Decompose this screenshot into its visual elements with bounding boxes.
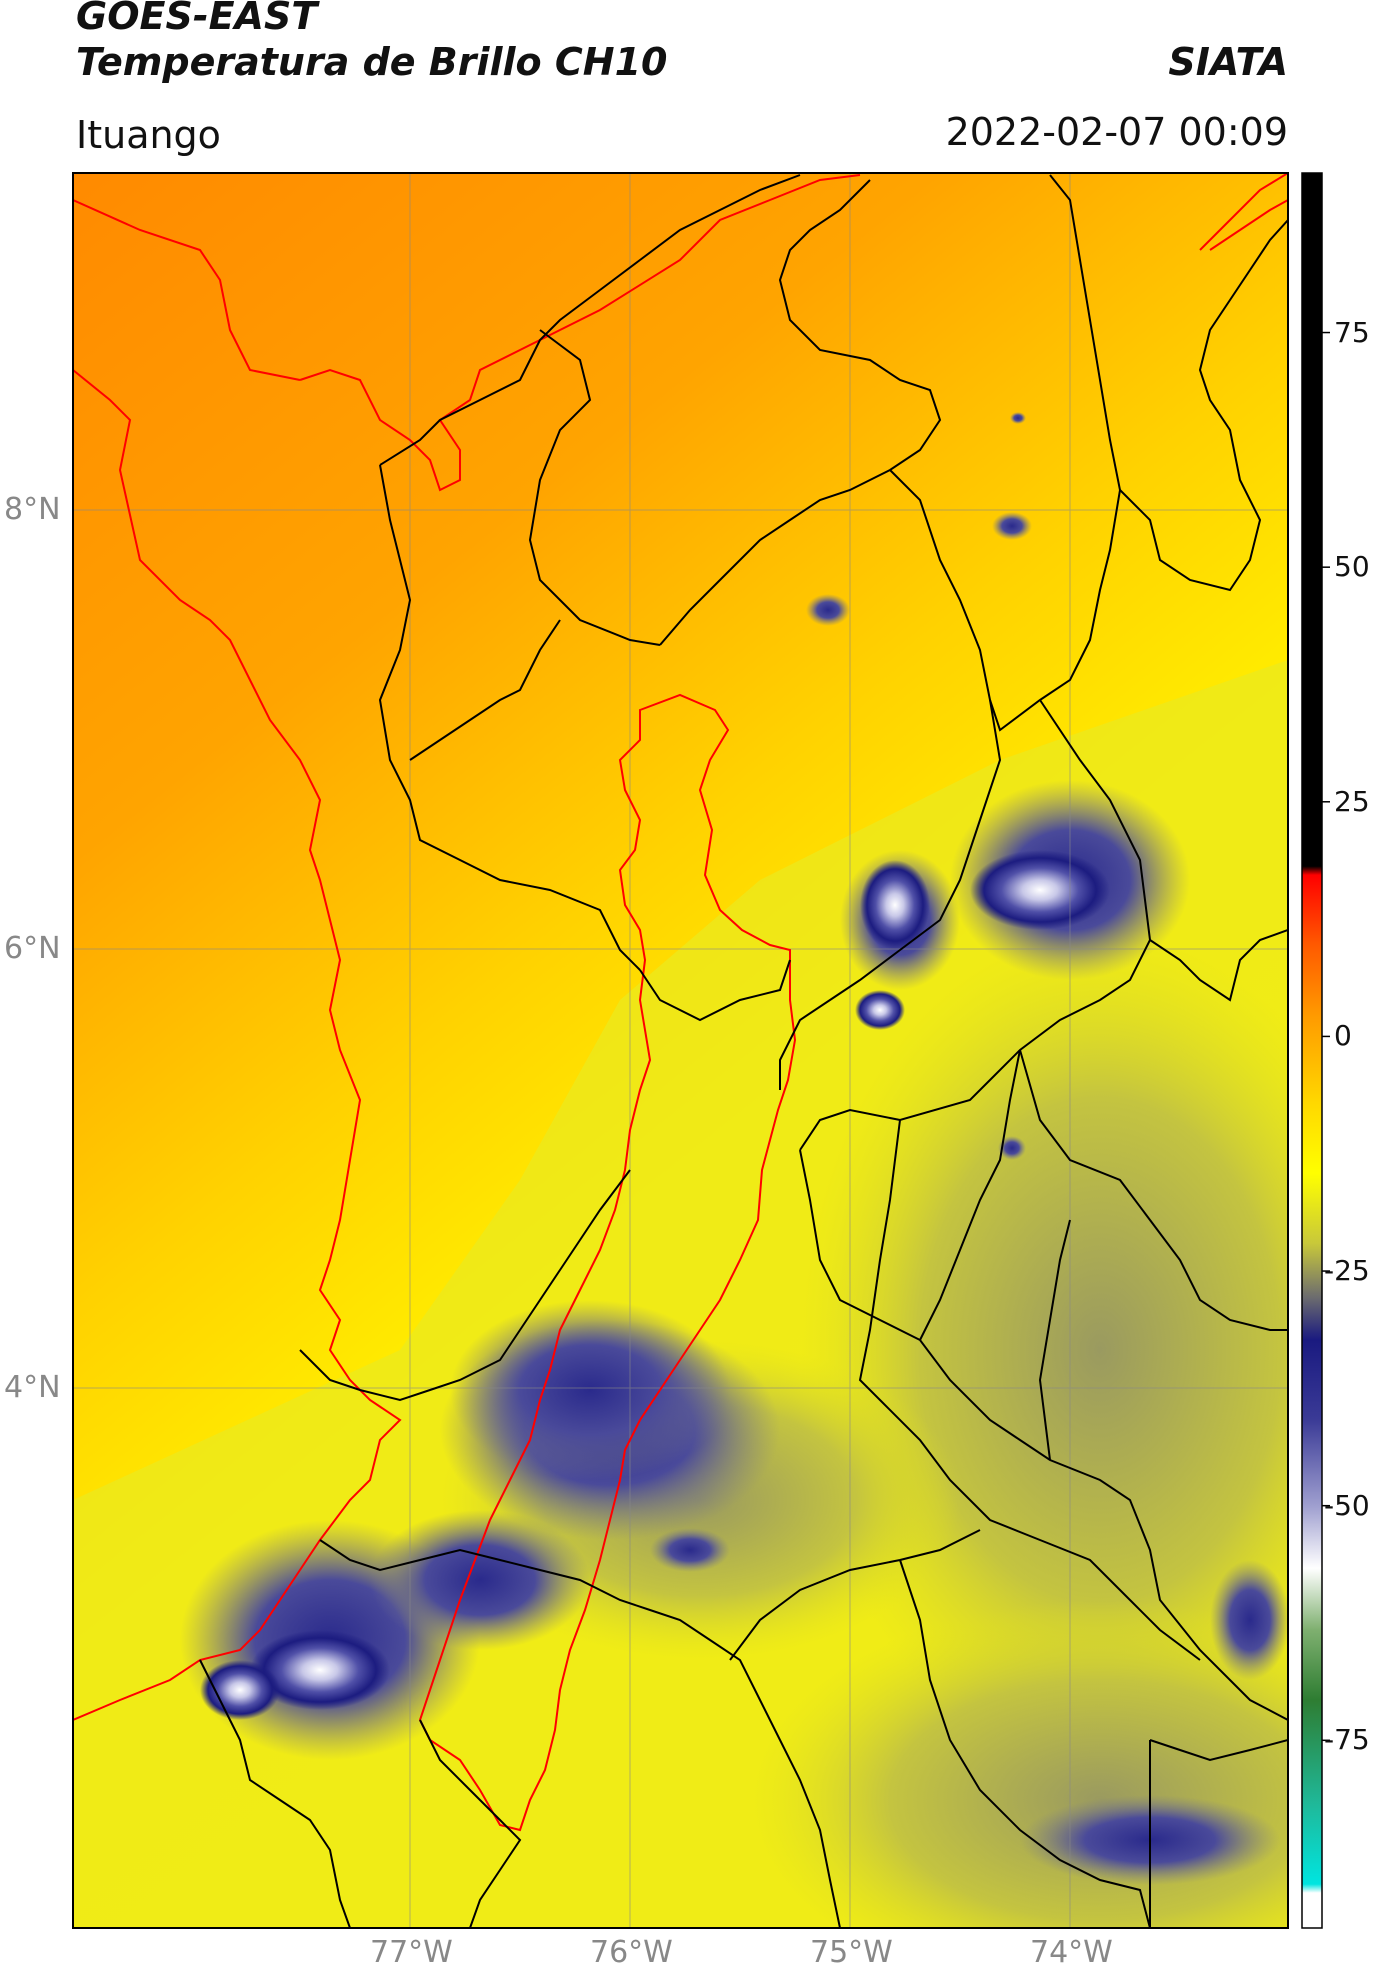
gridlines bbox=[73, 173, 1288, 1928]
basin-outline bbox=[418, 693, 797, 1832]
colorbar-tick-75: 75 bbox=[1334, 315, 1370, 349]
lon-tick-74w: 74°W bbox=[1030, 1935, 1113, 1970]
colorbar-tick-minus25: -25 bbox=[1324, 1254, 1370, 1288]
colorbar-tick-25: 25 bbox=[1334, 784, 1370, 818]
coastline bbox=[73, 173, 1288, 1721]
colorbar-tick-50: 50 bbox=[1334, 550, 1370, 584]
organization-label: SIATA bbox=[1168, 40, 1288, 84]
lon-tick-76w: 76°W bbox=[590, 1935, 673, 1970]
department-borders bbox=[199, 174, 1288, 1928]
colorbar-tick-minus50: -50 bbox=[1324, 1488, 1370, 1522]
location-label: Ituango bbox=[76, 113, 221, 157]
lon-tick-75w: 75°W bbox=[810, 1935, 893, 1970]
brightness-temperature-field bbox=[73, 173, 1288, 1928]
map-frame bbox=[72, 172, 1289, 1929]
title-line-2: Temperatura de Brillo CH10 bbox=[76, 40, 668, 84]
title-line-1: GOES-EAST bbox=[76, 0, 318, 38]
lat-tick-8n: 8°N bbox=[4, 492, 61, 527]
colorbar-tick-0: 0 bbox=[1334, 1019, 1352, 1053]
lat-tick-4n: 4°N bbox=[4, 1370, 61, 1405]
timestamp-label: 2022-02-07 00:09 bbox=[945, 110, 1288, 154]
lat-tick-6n: 6°N bbox=[4, 931, 61, 966]
colorbar bbox=[1301, 172, 1323, 1929]
lon-tick-77w: 77°W bbox=[370, 1935, 453, 1970]
colorbar-tick-minus75: -75 bbox=[1324, 1723, 1370, 1757]
colorbar-tick-marks bbox=[1322, 331, 1330, 1742]
